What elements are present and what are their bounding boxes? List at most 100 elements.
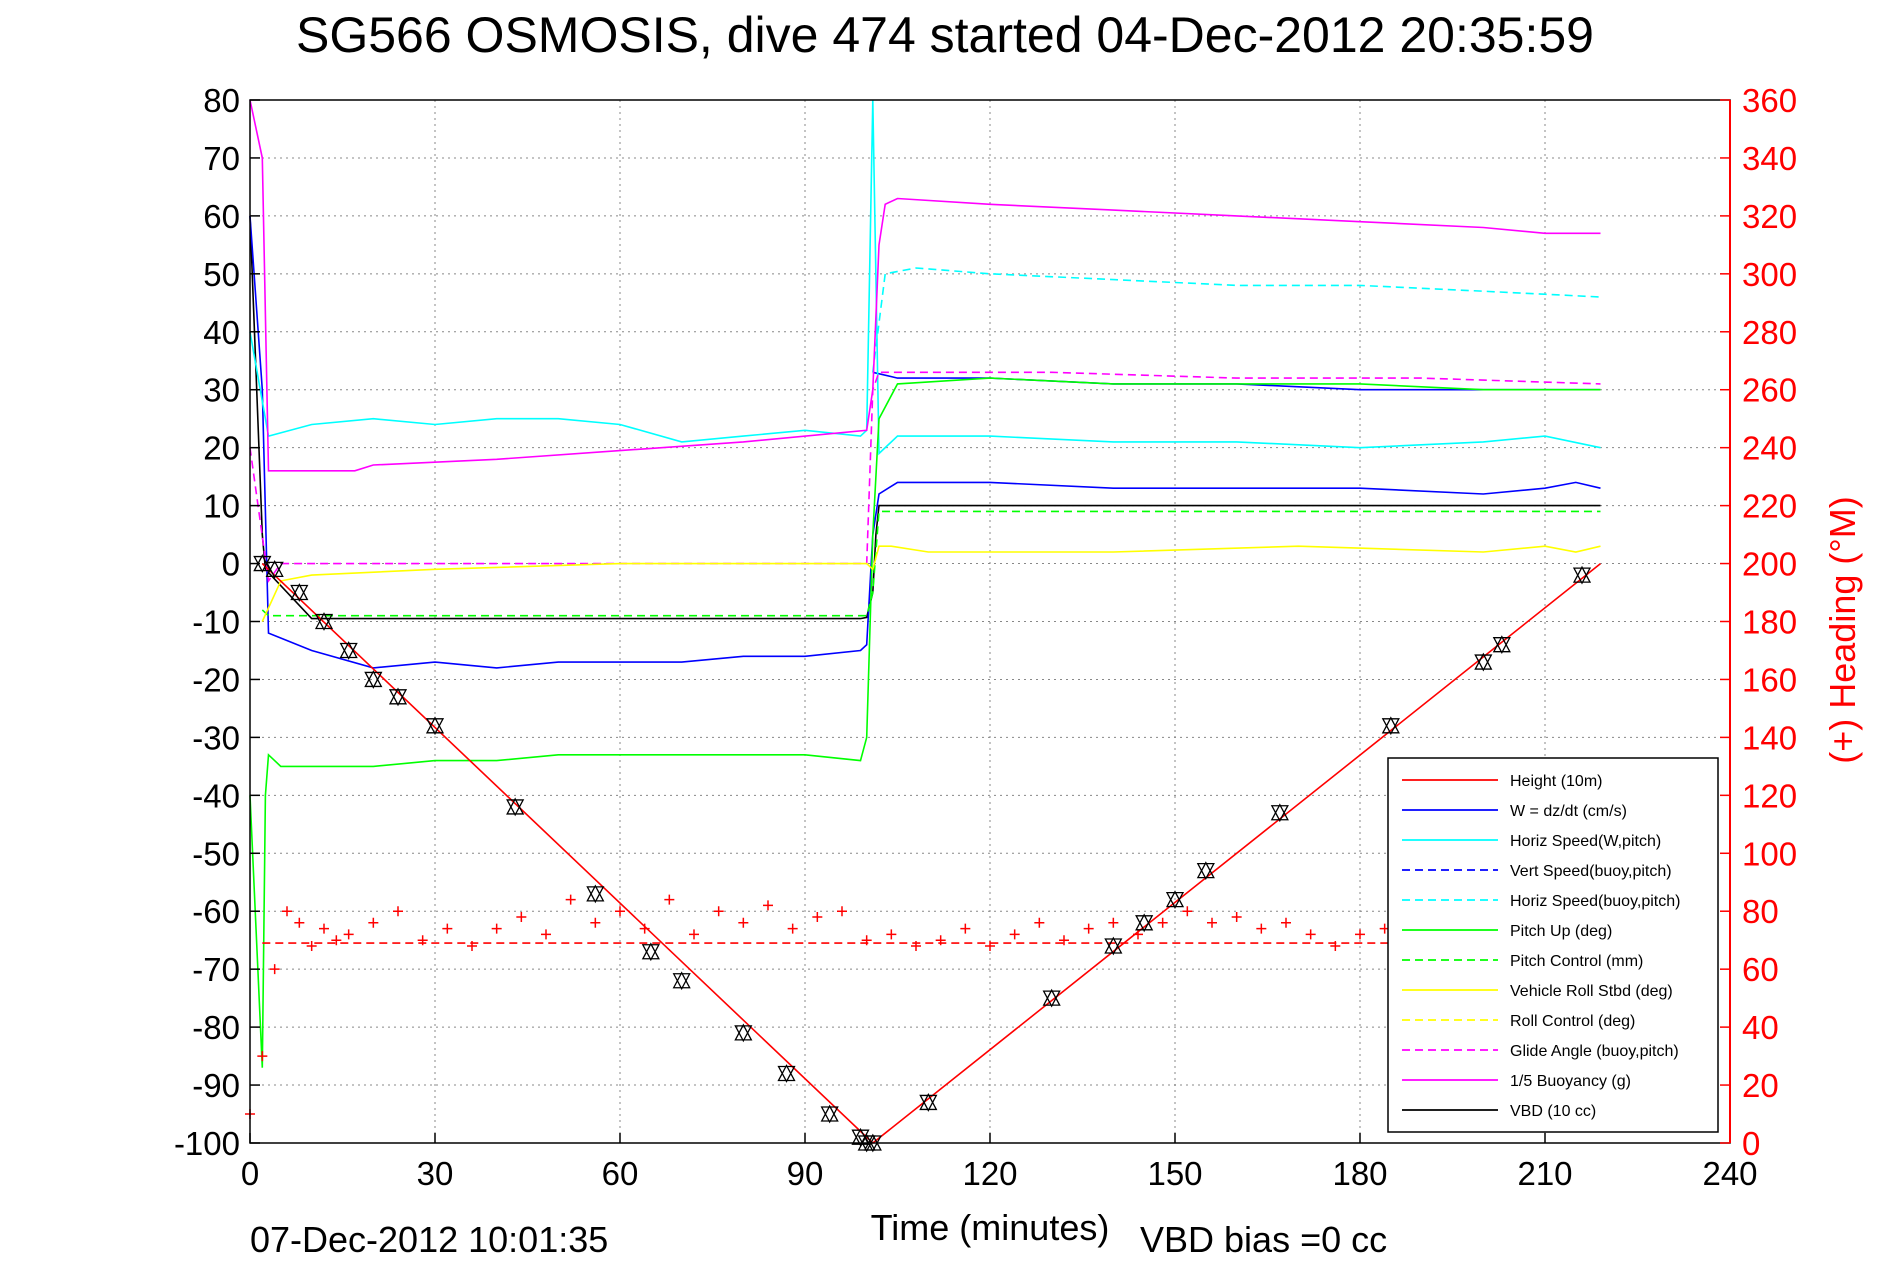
series-10-point: [1059, 935, 1069, 946]
bottom-tick-label: 30: [417, 1155, 454, 1192]
legend-label: Roll Control (deg): [1510, 1013, 1635, 1030]
bottom-tick-label: 60: [602, 1155, 639, 1192]
series-13-point: [1196, 861, 1215, 879]
left-tick-label: 0: [222, 546, 240, 583]
series-10-point: [541, 929, 551, 940]
series-10-point: [1157, 917, 1168, 928]
series-10-point: [282, 906, 292, 917]
series-13-point: [290, 584, 309, 602]
series-10-point: [787, 923, 798, 934]
series-3-line: [249, 99, 1601, 456]
series-10-point: [491, 923, 502, 934]
series-13-point: [672, 971, 691, 989]
legend-label: Vert Speed(buoy,pitch): [1510, 863, 1672, 880]
series-13-point: [290, 583, 309, 601]
left-tick-label: 20: [203, 430, 240, 467]
series-4-line: [872, 267, 1601, 373]
series-10-point: [738, 917, 749, 928]
series-8-line: [249, 99, 1601, 472]
series-10-point: [306, 940, 317, 951]
series-13-point: [777, 1064, 796, 1082]
series-13-point: [1104, 938, 1123, 956]
bottom-axis-ticks: 0 30 60 90 120 150 180 210 240: [241, 1133, 1758, 1192]
legend-label: Glide Angle (buoy,pitch): [1510, 1043, 1679, 1060]
series-10-point: [837, 906, 847, 917]
series-10-point: [368, 917, 379, 928]
series-10-point: [393, 906, 403, 917]
right-tick-label: 320: [1742, 198, 1797, 235]
left-tick-label: -70: [192, 951, 240, 988]
legend-label: VBD (10 cc): [1510, 1103, 1596, 1120]
right-tick-label: 0: [1742, 1125, 1760, 1162]
series-10-point: [639, 923, 650, 934]
right-tick-label: 20: [1742, 1067, 1779, 1104]
right-tick-label: 340: [1742, 140, 1797, 177]
left-tick-label: 40: [203, 314, 240, 351]
series-10-point: [985, 940, 995, 951]
series-13-point: [1196, 863, 1215, 881]
series-10-point: [763, 900, 773, 911]
left-tick-label: -50: [192, 835, 240, 872]
right-tick-label: 280: [1742, 314, 1797, 351]
series-13-point: [586, 884, 605, 902]
series-1-line: [249, 215, 1601, 669]
series-13-point: [1381, 718, 1400, 736]
series-10-point: [960, 923, 971, 934]
left-tick-label: 50: [203, 256, 240, 293]
series-10-point: [1231, 912, 1242, 923]
series-10-point: [331, 935, 342, 946]
series-10-point: [516, 912, 527, 923]
legend-label: Pitch Up (deg): [1510, 923, 1612, 940]
series-10-point: [1108, 917, 1119, 928]
series-13-point: [1042, 988, 1061, 1006]
series-13-point: [820, 1106, 839, 1124]
left-tick-label: -80: [192, 1009, 240, 1046]
right-tick-label: 140: [1742, 719, 1797, 756]
right-tick-label: 220: [1742, 488, 1797, 525]
series-10-point: [886, 929, 897, 940]
series-13-point: [506, 797, 525, 815]
left-tick-label: -90: [192, 1067, 240, 1104]
legend-label: Height (10m): [1510, 773, 1602, 790]
right-tick-label: 40: [1742, 1009, 1779, 1046]
right-tick-label: 260: [1742, 372, 1797, 409]
legend-label: W = dz/dt (cm/s): [1510, 803, 1627, 820]
series-13-point: [1165, 891, 1185, 910]
series-13-point: [339, 642, 358, 660]
series-13-point: [1474, 654, 1493, 672]
series-10-point: [590, 917, 601, 928]
series-10-point: [1182, 906, 1193, 917]
right-tick-label: 100: [1742, 835, 1797, 872]
series-13-point: [364, 671, 383, 689]
series-10-point: [1034, 917, 1045, 928]
series-6-line: [261, 510, 1601, 617]
series-13-point: [734, 1025, 753, 1043]
footer-timestamp: 07-Dec-2012 10:01:35: [250, 1219, 608, 1260]
left-tick-label: -100: [174, 1125, 240, 1162]
bottom-tick-label: 180: [1332, 1155, 1387, 1192]
series-5-line: [249, 377, 1601, 1068]
series-13-point: [1572, 567, 1592, 585]
left-tick-label: -60: [192, 893, 240, 930]
series-13-point: [919, 1093, 938, 1111]
legend: Height (10m) W = dz/dt (cm/s) Horiz Speed(…: [1387, 757, 1719, 1133]
right-tick-label: 240: [1742, 430, 1797, 467]
left-tick-label: -20: [192, 661, 240, 698]
series-13-point: [672, 973, 691, 991]
series-10-point: [294, 917, 305, 928]
series-13-point: [1270, 803, 1289, 821]
series-13-point: [1135, 915, 1154, 933]
series-10-point: [713, 906, 724, 917]
series-10-point: [689, 929, 699, 940]
right-axis-label: (+) Heading (°M): [1822, 496, 1863, 763]
bottom-tick-label: 150: [1147, 1155, 1202, 1192]
right-tick-label: 300: [1742, 256, 1797, 293]
bottom-tick-label: 90: [787, 1155, 824, 1192]
series-13-point: [388, 687, 408, 705]
left-tick-label: 60: [203, 198, 240, 235]
series-13-point: [1270, 805, 1289, 823]
series-13-point: [1492, 637, 1511, 655]
footer-vbd-bias: VBD bias =0 cc: [1140, 1219, 1387, 1260]
series-13-point: [1042, 990, 1061, 1008]
